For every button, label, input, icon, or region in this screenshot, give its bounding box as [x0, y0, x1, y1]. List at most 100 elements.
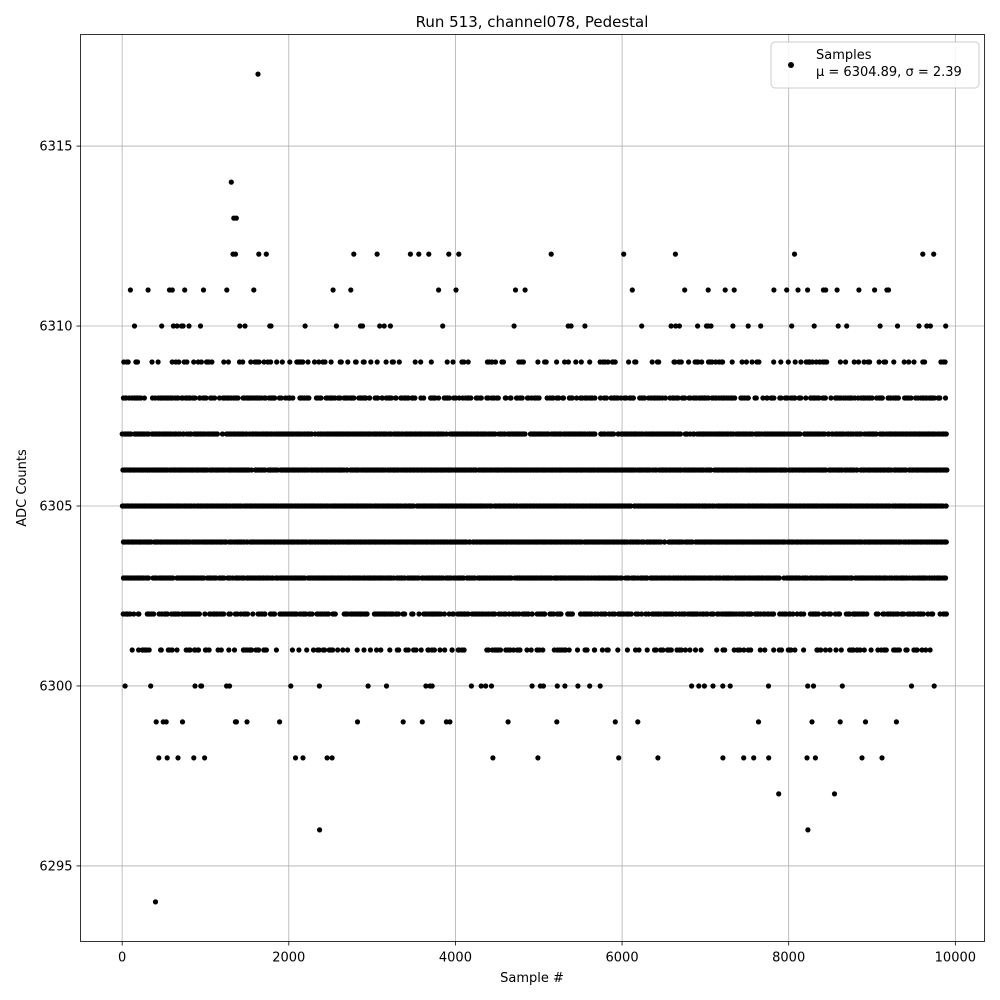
data-point	[885, 287, 892, 293]
data-point	[535, 755, 541, 761]
data-point	[699, 359, 705, 365]
data-point	[599, 647, 606, 653]
data-point	[856, 287, 862, 293]
data-point	[639, 611, 645, 617]
data-point	[374, 359, 380, 365]
data-point	[250, 611, 256, 617]
data-point	[444, 359, 450, 365]
data-point	[410, 611, 416, 617]
data-point	[771, 359, 777, 365]
data-point	[235, 395, 241, 401]
data-point	[760, 395, 766, 401]
legend-marker	[788, 62, 794, 68]
data-point	[930, 611, 936, 617]
data-point	[340, 647, 346, 653]
data-point	[792, 359, 798, 365]
data-point	[764, 395, 770, 401]
data-point	[337, 395, 343, 401]
data-point	[696, 683, 702, 689]
data-point	[338, 359, 344, 365]
data-point	[332, 611, 338, 617]
data-point	[857, 647, 863, 653]
data-point	[548, 251, 554, 257]
data-point	[771, 287, 777, 293]
data-point	[134, 359, 141, 365]
data-point	[279, 359, 285, 365]
data-point	[163, 719, 169, 725]
data-point	[272, 611, 278, 617]
data-point	[426, 251, 432, 257]
data-point	[359, 323, 366, 329]
data-point	[388, 395, 395, 401]
data-point	[348, 287, 354, 293]
data-point	[329, 755, 335, 761]
data-point	[387, 647, 393, 653]
data-point	[231, 647, 238, 653]
data-point	[611, 611, 618, 617]
data-point	[797, 431, 803, 437]
data-point	[516, 611, 522, 617]
data-point	[592, 395, 598, 401]
data-point	[621, 251, 627, 257]
data-point	[943, 611, 950, 617]
data-point	[512, 287, 519, 293]
data-point	[642, 395, 648, 401]
data-point	[226, 647, 232, 653]
data-point	[560, 395, 567, 401]
data-point	[361, 647, 367, 653]
data-point	[290, 395, 296, 401]
data-point	[149, 359, 155, 365]
data-point	[136, 647, 142, 653]
data-point	[325, 611, 332, 617]
data-point	[218, 647, 224, 653]
data-point	[743, 359, 750, 365]
data-point	[879, 395, 885, 401]
data-point	[776, 575, 782, 581]
data-point	[850, 647, 856, 653]
data-point	[720, 359, 726, 365]
data-point	[416, 611, 422, 617]
data-point	[164, 611, 170, 617]
data-point	[778, 359, 784, 365]
data-point	[705, 395, 712, 401]
data-point	[495, 395, 501, 401]
data-point	[812, 755, 819, 761]
data-point	[300, 359, 306, 365]
data-point	[883, 647, 889, 653]
data-point	[322, 647, 328, 653]
data-point	[306, 395, 312, 401]
data-point	[416, 251, 422, 257]
data-point	[400, 719, 406, 725]
data-point	[785, 359, 791, 365]
data-point	[206, 647, 212, 653]
data-point	[771, 611, 777, 617]
data-point	[792, 647, 798, 653]
data-point	[710, 611, 716, 617]
data-point	[720, 683, 726, 689]
data-point	[815, 611, 822, 617]
y-axis: 6295 6300 6305 6310 6315	[39, 140, 81, 874]
data-point	[262, 611, 268, 617]
data-point	[755, 719, 762, 725]
data-point	[741, 647, 747, 653]
data-point	[261, 359, 267, 365]
data-point	[379, 395, 385, 401]
data-point	[732, 395, 738, 401]
data-point	[611, 431, 617, 437]
data-point	[705, 287, 711, 293]
data-point	[916, 323, 922, 329]
data-point	[522, 431, 528, 437]
data-point	[353, 359, 359, 365]
data-point	[233, 215, 239, 221]
data-point	[790, 611, 796, 617]
data-point	[365, 683, 371, 689]
data-point	[737, 647, 743, 653]
data-point	[535, 359, 541, 365]
data-point	[511, 323, 517, 329]
data-point	[944, 467, 950, 473]
data-point	[575, 683, 581, 689]
data-point	[465, 359, 471, 365]
data-point	[931, 683, 937, 689]
data-point	[927, 647, 933, 653]
x-tick-label: 4000	[439, 951, 472, 966]
